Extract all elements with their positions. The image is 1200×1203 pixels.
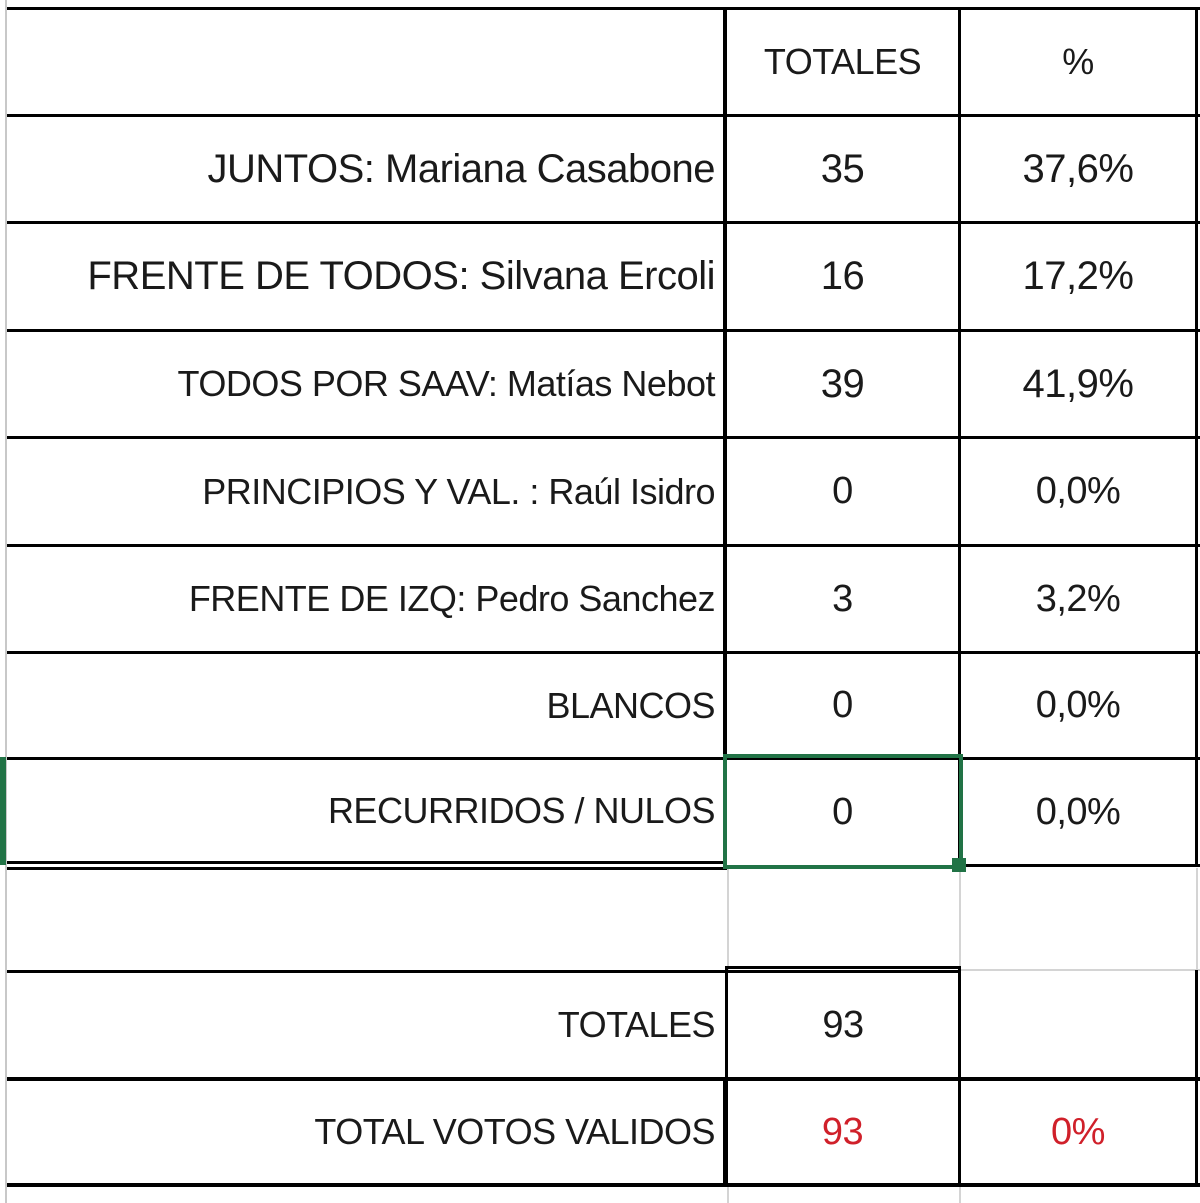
border xyxy=(727,970,960,973)
selected-cell-outline xyxy=(723,754,963,869)
border xyxy=(7,970,727,973)
row-percent-todos-por-saav[interactable]: 41,9% xyxy=(1022,361,1134,406)
border xyxy=(727,966,960,969)
border xyxy=(1195,970,1198,1187)
border xyxy=(1195,7,1198,867)
row-label-juntos[interactable]: JUNTOS: Mariana Casabone xyxy=(207,146,716,191)
empty-cell[interactable] xyxy=(7,870,723,970)
border xyxy=(723,7,727,869)
border xyxy=(7,221,1200,224)
selected-row-indicator xyxy=(0,757,6,865)
row-percent-blancos[interactable]: 0,0% xyxy=(1035,684,1121,726)
header-percent[interactable]: % xyxy=(1062,41,1094,82)
row-total-recurridos-nulos[interactable]: 0 xyxy=(832,790,853,833)
row-label-blancos[interactable]: BLANCOS xyxy=(546,684,715,726)
border xyxy=(7,329,1200,332)
row-total-todos-por-saav[interactable]: 39 xyxy=(820,361,865,406)
gridline xyxy=(960,969,1200,971)
valid-votes-percent[interactable]: 0% xyxy=(1051,1110,1105,1153)
border xyxy=(7,1077,1200,1081)
row-label-frente-de-todos[interactable]: FRENTE DE TODOS: Silvana Ercoli xyxy=(87,254,715,298)
gridline xyxy=(1196,868,1198,972)
fill-handle[interactable] xyxy=(952,858,966,872)
totals-value[interactable]: 93 xyxy=(822,1003,864,1046)
row-percent-recurridos-nulos[interactable]: 0,0% xyxy=(1035,790,1121,833)
row-label-principios-y-valores[interactable]: PRINCIPIOS Y VAL. : Raúl Isidro xyxy=(202,470,715,512)
border xyxy=(7,544,1200,547)
border xyxy=(7,867,727,870)
border xyxy=(7,114,1200,117)
gridline xyxy=(959,868,961,972)
row-total-frente-de-izq[interactable]: 3 xyxy=(832,577,853,620)
border xyxy=(723,1077,727,1187)
row-total-juntos[interactable]: 35 xyxy=(820,146,865,191)
header-label-cell[interactable] xyxy=(7,10,723,114)
border xyxy=(958,7,961,867)
gridline xyxy=(727,868,729,972)
border xyxy=(960,864,1200,867)
border xyxy=(7,651,1200,654)
sheet-left-gridline xyxy=(5,0,7,1203)
border xyxy=(958,966,961,1187)
gridline xyxy=(727,1187,729,1203)
row-percent-juntos[interactable]: 37,6% xyxy=(1022,146,1134,191)
valid-votes-label[interactable]: TOTAL VOTOS VALIDOS xyxy=(314,1111,715,1152)
border xyxy=(7,436,1200,439)
border xyxy=(725,966,728,1187)
row-label-todos-por-saav[interactable]: TODOS POR SAAV: Matías Nebot xyxy=(177,363,715,404)
row-percent-principios-y-valores[interactable]: 0,0% xyxy=(1035,470,1121,512)
row-percent-frente-de-todos[interactable]: 17,2% xyxy=(1022,254,1134,298)
row-label-recurridos-nulos[interactable]: RECURRIDOS / NULOS xyxy=(327,789,716,831)
row-total-blancos[interactable]: 0 xyxy=(832,684,853,726)
gridline xyxy=(959,1187,961,1203)
row-total-frente-de-todos[interactable]: 16 xyxy=(820,254,865,298)
row-percent-frente-de-izq[interactable]: 3,2% xyxy=(1035,577,1121,620)
totals-label[interactable]: TOTALES xyxy=(557,1004,716,1045)
header-totales[interactable]: TOTALES xyxy=(763,41,922,82)
border xyxy=(7,1183,1200,1187)
empty-cell[interactable] xyxy=(729,870,958,966)
border xyxy=(7,7,1200,10)
border xyxy=(7,757,1200,760)
totals-percent[interactable] xyxy=(961,973,1195,1077)
empty-cell[interactable] xyxy=(961,870,1195,969)
border xyxy=(7,861,727,864)
row-total-principios-y-valores[interactable]: 0 xyxy=(832,470,853,512)
row-label-frente-de-izq[interactable]: FRENTE DE IZQ: Pedro Sanchez xyxy=(188,578,716,619)
valid-votes-total[interactable]: 93 xyxy=(821,1110,864,1153)
